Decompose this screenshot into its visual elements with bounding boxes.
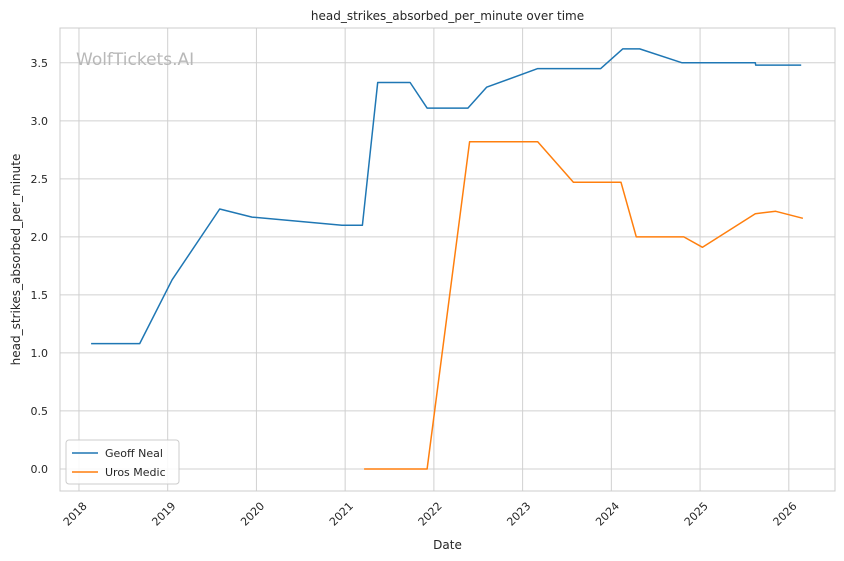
y-tick-label: 3.0 bbox=[31, 115, 49, 128]
y-tick-label: 1.0 bbox=[31, 347, 49, 360]
legend-label-uros-medic: Uros Medic bbox=[105, 466, 166, 479]
y-tick-label: 1.5 bbox=[31, 289, 49, 302]
y-axis-label: head_strikes_absorbed_per_minute bbox=[9, 154, 23, 366]
legend-box bbox=[65, 439, 180, 485]
series-lines bbox=[91, 48, 804, 470]
watermark-text: WolfTickets.AI bbox=[76, 50, 194, 70]
y-tick-label: 0.5 bbox=[31, 405, 49, 418]
y-tick-label: 3.5 bbox=[31, 57, 49, 70]
chart-title: head_strikes_absorbed_per_minute over ti… bbox=[311, 9, 584, 23]
x-axis-label: Date bbox=[433, 538, 462, 552]
y-axis-ticks: 0.0 0.5 1.0 1.5 2.0 2.5 3.0 3.5 bbox=[31, 57, 49, 476]
y-tick-label: 0.0 bbox=[31, 463, 49, 476]
legend-label-geoff-neal: Geoff Neal bbox=[105, 447, 163, 460]
y-tick-label: 2.0 bbox=[31, 231, 49, 244]
series-line-geoff-neal bbox=[91, 48, 802, 345]
grid bbox=[60, 28, 835, 491]
plot-area-border bbox=[59, 27, 836, 492]
legend: Geoff Neal Uros Medic bbox=[65, 439, 180, 485]
series-line-uros-medic bbox=[364, 140, 804, 470]
y-tick-label: 2.5 bbox=[31, 173, 49, 186]
